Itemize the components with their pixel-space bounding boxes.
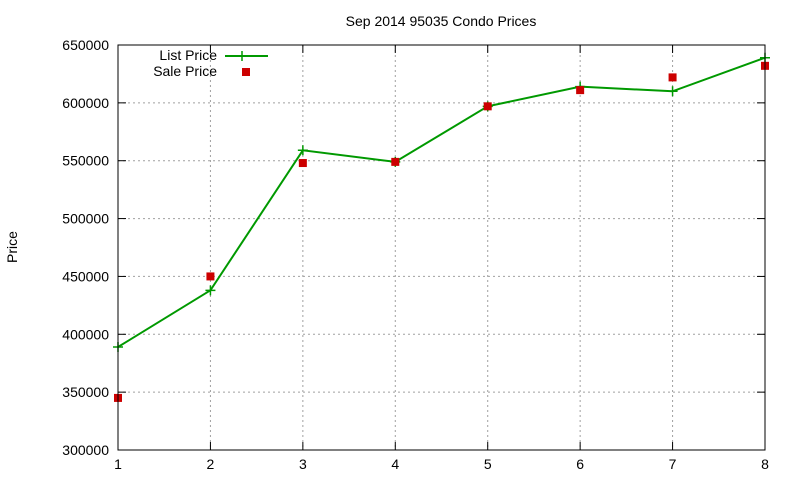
x-tick-label: 5 xyxy=(484,456,492,472)
sale-price-point xyxy=(576,86,585,95)
x-tick-label: 2 xyxy=(207,456,215,472)
list-price-point xyxy=(297,145,308,156)
chart-title: Sep 2014 95035 Condo Prices xyxy=(346,13,537,29)
plot-frame xyxy=(117,44,766,451)
sale-price-point xyxy=(206,272,215,281)
y-tick-label: 600000 xyxy=(62,95,109,111)
x-tick-label: 6 xyxy=(576,456,584,472)
grid-lines xyxy=(118,45,765,450)
x-tick-label: 1 xyxy=(114,456,122,472)
legend-marker-sale-price xyxy=(242,68,250,76)
y-tick-label: 350000 xyxy=(62,384,109,400)
axis-ticks: 300000 350000 400000 450000 500000 550000 6000… xyxy=(62,37,769,472)
legend-marker-list-price xyxy=(237,51,247,61)
legend-label-list-price: List Price xyxy=(159,47,217,63)
y-tick-label: 400000 xyxy=(62,326,109,342)
series-line-list-price xyxy=(117,56,766,348)
sale-price-point xyxy=(668,73,677,82)
legend-label-sale-price: Sale Price xyxy=(153,63,217,79)
x-tick-label: 4 xyxy=(391,456,399,472)
y-tick-label: 450000 xyxy=(62,268,109,284)
y-tick-label: 500000 xyxy=(62,211,109,227)
list-price-point xyxy=(667,86,678,97)
legend: List Price Sale Price xyxy=(153,47,268,79)
x-tick-label: 7 xyxy=(669,456,677,472)
y-tick-label: 650000 xyxy=(62,37,109,53)
plot-area xyxy=(113,52,770,402)
y-tick-label: 300000 xyxy=(62,442,109,458)
sale-price-point xyxy=(391,157,400,166)
y-axis-label: Price xyxy=(4,231,20,263)
sale-price-point xyxy=(483,102,492,111)
x-tick-label: 8 xyxy=(761,456,769,472)
list-price-point xyxy=(205,285,216,296)
y-tick-label: 550000 xyxy=(62,153,109,169)
x-tick-label: 3 xyxy=(299,456,307,472)
sale-price-point xyxy=(298,159,307,168)
